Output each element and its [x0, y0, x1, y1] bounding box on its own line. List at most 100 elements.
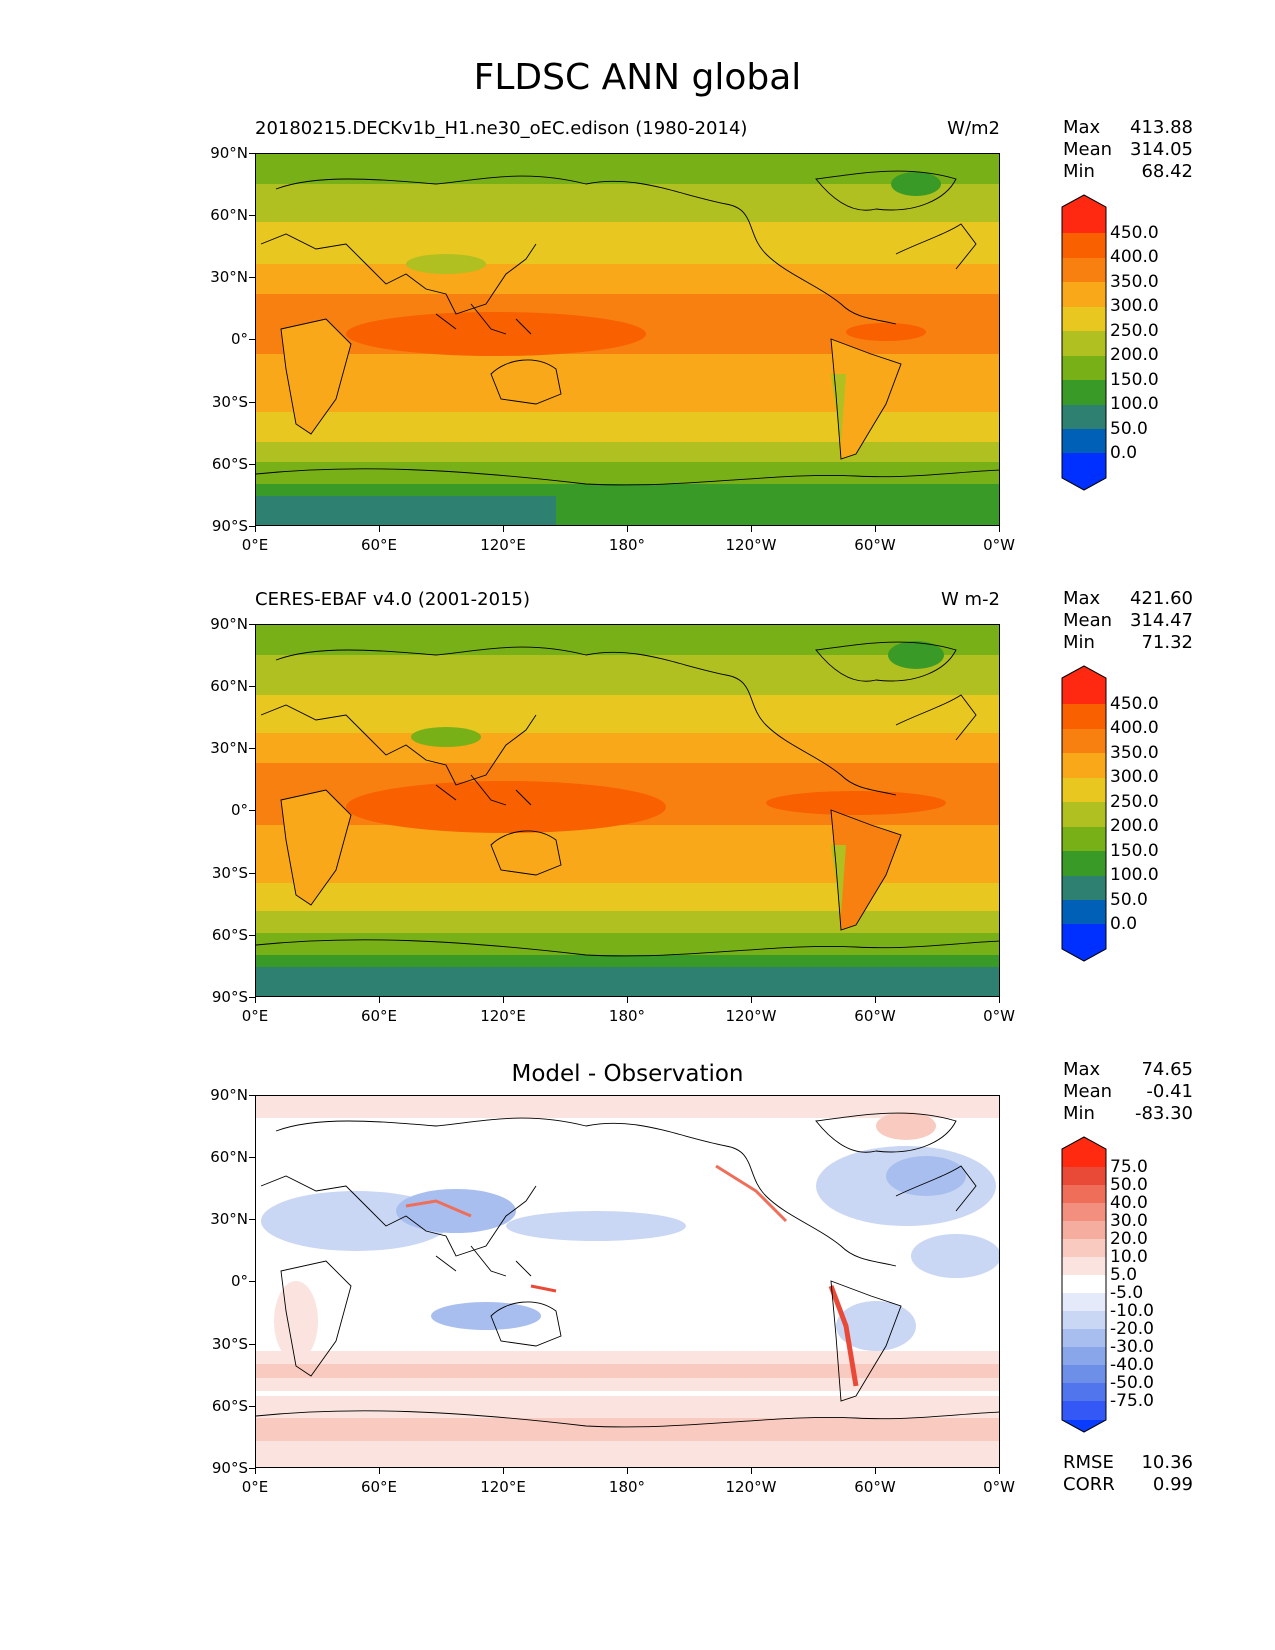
panel-difference: Model - Observation [0, 942, 1275, 1496]
tick [249, 464, 255, 465]
tick [249, 997, 255, 998]
y-tick-label: 60°S [211, 1397, 248, 1415]
colorbar-label: 20.0 [1110, 1229, 1148, 1249]
tick [503, 526, 504, 532]
y-tick-label: 0° [230, 330, 248, 348]
x-tick-label: 120°W [725, 1478, 777, 1496]
colorbar-label: -30.0 [1110, 1337, 1154, 1357]
stat-label: Max [1063, 588, 1101, 609]
y-tick-label: 60°S [211, 455, 248, 473]
tick [999, 997, 1000, 1003]
y-tick-label: 0° [230, 801, 248, 819]
tick [249, 1157, 255, 1158]
stat-label: Min [1063, 1103, 1095, 1124]
colorbar-label: 250.0 [1110, 321, 1159, 341]
metric-value: 0.99 [1152, 1474, 1193, 1495]
stat-mean: Mean 314.05 [1063, 139, 1193, 161]
panel-model: 20180215.DECKv1b_H1.ne30_oEC.edison (198… [0, 0, 1275, 554]
colorbar-label: 100.0 [1110, 394, 1159, 414]
colorbar-label: 50.0 [1110, 890, 1148, 910]
colorbar-label: 150.0 [1110, 841, 1159, 861]
stat-label: Min [1063, 161, 1095, 182]
tick [875, 1468, 876, 1474]
colorbar-label: 0.0 [1110, 914, 1138, 934]
tick [751, 997, 752, 1003]
colorbar-label: 50.0 [1110, 419, 1148, 439]
tick [875, 997, 876, 1003]
y-tick-label: 60°N [210, 677, 248, 695]
stat-mean: Mean -0.41 [1063, 1081, 1193, 1103]
stat-min: Min 68.42 [1063, 161, 1193, 183]
map-plot-model [255, 153, 1000, 526]
tick [249, 873, 255, 874]
tick [249, 215, 255, 216]
y-tick-label: 60°N [210, 206, 248, 224]
x-tick-label: 120°E [480, 1478, 526, 1496]
metric-rmse: RMSE 10.36 [1063, 1452, 1193, 1474]
stat-value: 74.65 [1141, 1059, 1193, 1080]
tick [249, 402, 255, 403]
colorbar-label: 75.0 [1110, 1157, 1148, 1177]
stat-value: -0.41 [1146, 1081, 1193, 1102]
x-tick-label: 120°E [480, 1007, 526, 1025]
x-tick-label: 60°W [854, 1007, 896, 1025]
stat-min: Min 71.32 [1063, 632, 1193, 654]
tick [503, 997, 504, 1003]
colorbar-label: 0.0 [1110, 443, 1138, 463]
stats-block: Max 421.60 Mean 314.47 Min 71.32 [1063, 588, 1193, 654]
tick [249, 624, 255, 625]
colorbar-label: 5.0 [1110, 1265, 1138, 1285]
stat-min: Min -83.30 [1063, 1103, 1193, 1125]
stat-value: 314.05 [1130, 139, 1193, 160]
tick [503, 1468, 504, 1474]
y-tick-label: 60°N [210, 1148, 248, 1166]
stat-value: 413.88 [1130, 117, 1193, 138]
y-tick-label: 90°S [211, 1459, 248, 1477]
y-tick-label: 90°N [210, 144, 248, 162]
y-tick-label: 0° [230, 1272, 248, 1290]
colorbar [1061, 1136, 1107, 1433]
colorbar-label: -5.0 [1110, 1283, 1144, 1303]
y-tick-label: 30°S [211, 393, 248, 411]
x-tick-label: 120°W [725, 1007, 777, 1025]
tick [999, 1468, 1000, 1474]
colorbar-label: 100.0 [1110, 865, 1159, 885]
colorbar-label: -50.0 [1110, 1373, 1154, 1393]
tick [249, 810, 255, 811]
colorbar-label: 400.0 [1110, 247, 1159, 267]
x-tick-label: 180° [608, 536, 646, 554]
colorbar-label: 200.0 [1110, 345, 1159, 365]
tick [249, 1219, 255, 1220]
figure-title: FLDSC ANN global [473, 57, 802, 98]
x-tick-label: 60°W [854, 1478, 896, 1496]
colorbar-label: 250.0 [1110, 792, 1159, 812]
colorbar-label: 10.0 [1110, 1247, 1148, 1267]
y-tick-label: 60°S [211, 926, 248, 944]
y-tick-label: 30°N [210, 1210, 248, 1228]
x-tick-label: 0°E [241, 1478, 269, 1496]
colorbar-label: -20.0 [1110, 1319, 1154, 1339]
x-tick-label: 180° [608, 1478, 646, 1496]
colorbar-label: -10.0 [1110, 1301, 1154, 1321]
colorbar-label: 400.0 [1110, 718, 1159, 738]
x-tick-label: 0°W [983, 1007, 1015, 1025]
colorbar [1061, 194, 1107, 491]
x-tick-label: 0°E [241, 536, 269, 554]
panel-title: Model - Observation [511, 1061, 744, 1087]
tick [379, 997, 380, 1003]
colorbar-label: 350.0 [1110, 272, 1159, 292]
tick [249, 935, 255, 936]
map-plot-observation [255, 624, 1000, 997]
y-tick-label: 90°N [210, 1086, 248, 1104]
colorbar-label: -75.0 [1110, 1391, 1154, 1411]
stat-max: Max 421.60 [1063, 588, 1193, 610]
panel-units: W m-2 [940, 589, 1000, 610]
x-tick-label: 60°E [360, 536, 398, 554]
colorbar-label: 40.0 [1110, 1193, 1148, 1213]
y-tick-label: 30°N [210, 739, 248, 757]
tick [875, 526, 876, 532]
x-tick-label: 0°W [983, 1478, 1015, 1496]
stats-block: Max 413.88 Mean 314.05 Min 68.42 [1063, 117, 1193, 183]
tick [379, 526, 380, 532]
tick [751, 526, 752, 532]
